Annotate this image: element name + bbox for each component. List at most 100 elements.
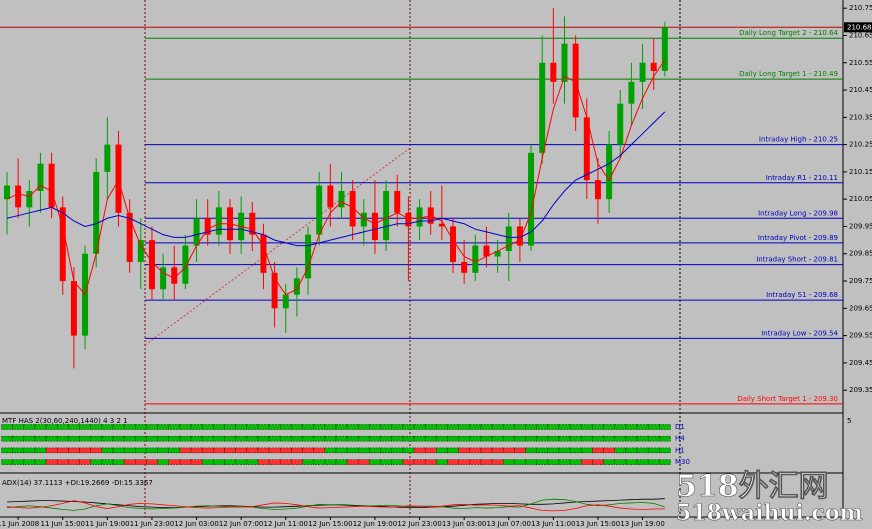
x-tick-label: 12 Jun 15:00	[308, 520, 352, 528]
watermark: 518waihui.com	[676, 500, 863, 526]
signal-cell	[558, 424, 571, 430]
signal-cell	[536, 459, 549, 465]
candle-body	[383, 190, 390, 241]
signal-cell	[68, 424, 80, 430]
candle-body	[461, 261, 468, 273]
signal-cell	[648, 424, 660, 430]
signal-cell	[380, 424, 392, 430]
signal-cell	[603, 447, 615, 454]
signal-cell	[224, 447, 236, 454]
candle-body	[405, 212, 412, 227]
candle-body	[371, 212, 378, 241]
signal-cell	[257, 459, 270, 465]
signal-cell	[603, 459, 615, 465]
signal-cell	[146, 447, 158, 454]
signal-cell	[179, 424, 192, 430]
candle-body	[249, 212, 256, 235]
signal-cell	[335, 459, 348, 465]
signal-cell	[135, 424, 147, 430]
signal-cell	[525, 424, 537, 430]
signal-cell	[168, 447, 181, 454]
signal-cell	[391, 447, 404, 454]
signal-cell	[57, 436, 69, 442]
signal-cell	[592, 459, 604, 465]
signal-cell	[123, 436, 136, 442]
signal-cell	[581, 424, 593, 430]
x-tick-label: 13 Jun 07:00	[487, 520, 531, 528]
level-label: Intraday High - 210.25	[759, 136, 838, 144]
signal-cell	[425, 424, 437, 430]
signal-cell	[335, 424, 348, 430]
signal-cell	[536, 447, 549, 454]
signal-cell	[358, 447, 370, 454]
level-label: Daily Long Target 2 - 210.64	[739, 29, 838, 37]
signal-cell	[636, 424, 649, 430]
signal-cell	[491, 447, 504, 454]
candle-body	[650, 62, 657, 71]
signal-cell	[112, 424, 125, 430]
signal-cell	[625, 436, 638, 442]
candle-body	[37, 163, 44, 191]
candle-body	[93, 171, 100, 254]
signal-cell	[514, 459, 526, 465]
signal-cell	[503, 424, 515, 430]
signal-cell	[346, 447, 359, 454]
signal-cell	[12, 436, 24, 442]
price-box	[844, 22, 872, 33]
signal-cell	[636, 436, 649, 442]
signal-cell	[547, 447, 560, 454]
signal-cell	[268, 424, 281, 430]
candle-body	[539, 62, 546, 153]
signal-cell	[201, 459, 214, 465]
signal-cell	[291, 436, 303, 442]
signal-cell	[313, 424, 326, 430]
signal-cell	[313, 459, 326, 465]
signal-cell	[179, 459, 192, 465]
signal-cell	[235, 436, 247, 442]
signal-cell	[469, 447, 482, 454]
signal-cell	[246, 459, 259, 465]
indicator-title: MTF HAS 2(30,60,240,1440) 4 3 2 1	[2, 417, 128, 425]
x-tick-label: 11 Jun 2008	[0, 520, 39, 528]
candle-body	[70, 281, 77, 336]
signal-cell	[536, 436, 549, 442]
y-tick-label: 210.15	[849, 168, 872, 176]
signal-cell	[68, 459, 80, 465]
signal-cell	[469, 424, 482, 430]
signal-cell	[659, 459, 671, 465]
signal-cell	[12, 459, 24, 465]
signal-cell	[90, 447, 103, 454]
signal-cell	[648, 436, 660, 442]
signal-cell	[45, 424, 58, 430]
candle-body	[4, 185, 10, 200]
candle-body	[438, 223, 445, 227]
signal-cell	[324, 459, 337, 465]
signal-cell	[79, 436, 91, 442]
signal-cell	[112, 436, 125, 442]
trend-line	[144, 147, 411, 346]
signal-cell	[23, 447, 36, 454]
level-label: Intraday R1 - 210.11	[766, 174, 838, 182]
signal-cell	[79, 424, 91, 430]
signal-cell	[469, 459, 482, 465]
candle-body	[394, 190, 401, 213]
candle-body	[561, 43, 568, 82]
signal-cell	[79, 459, 91, 465]
candle-body	[271, 272, 278, 309]
signal-cell	[101, 459, 114, 465]
signal-cell	[469, 436, 482, 442]
signal-cell	[1, 459, 13, 465]
signal-cell	[157, 447, 169, 454]
signal-cell	[257, 447, 270, 454]
x-tick-label: 12 Jun 03:00	[174, 520, 218, 528]
signal-cell	[235, 447, 247, 454]
x-tick-label: 12 Jun 19:00	[353, 520, 397, 528]
signal-cell	[302, 447, 314, 454]
signal-cell	[23, 459, 36, 465]
candle-body	[450, 226, 456, 262]
y-tick-label: 210.75	[849, 4, 872, 12]
signal-cell	[224, 424, 236, 430]
signal-cell	[246, 447, 259, 454]
signal-cell	[302, 459, 314, 465]
signal-cell	[146, 424, 158, 430]
